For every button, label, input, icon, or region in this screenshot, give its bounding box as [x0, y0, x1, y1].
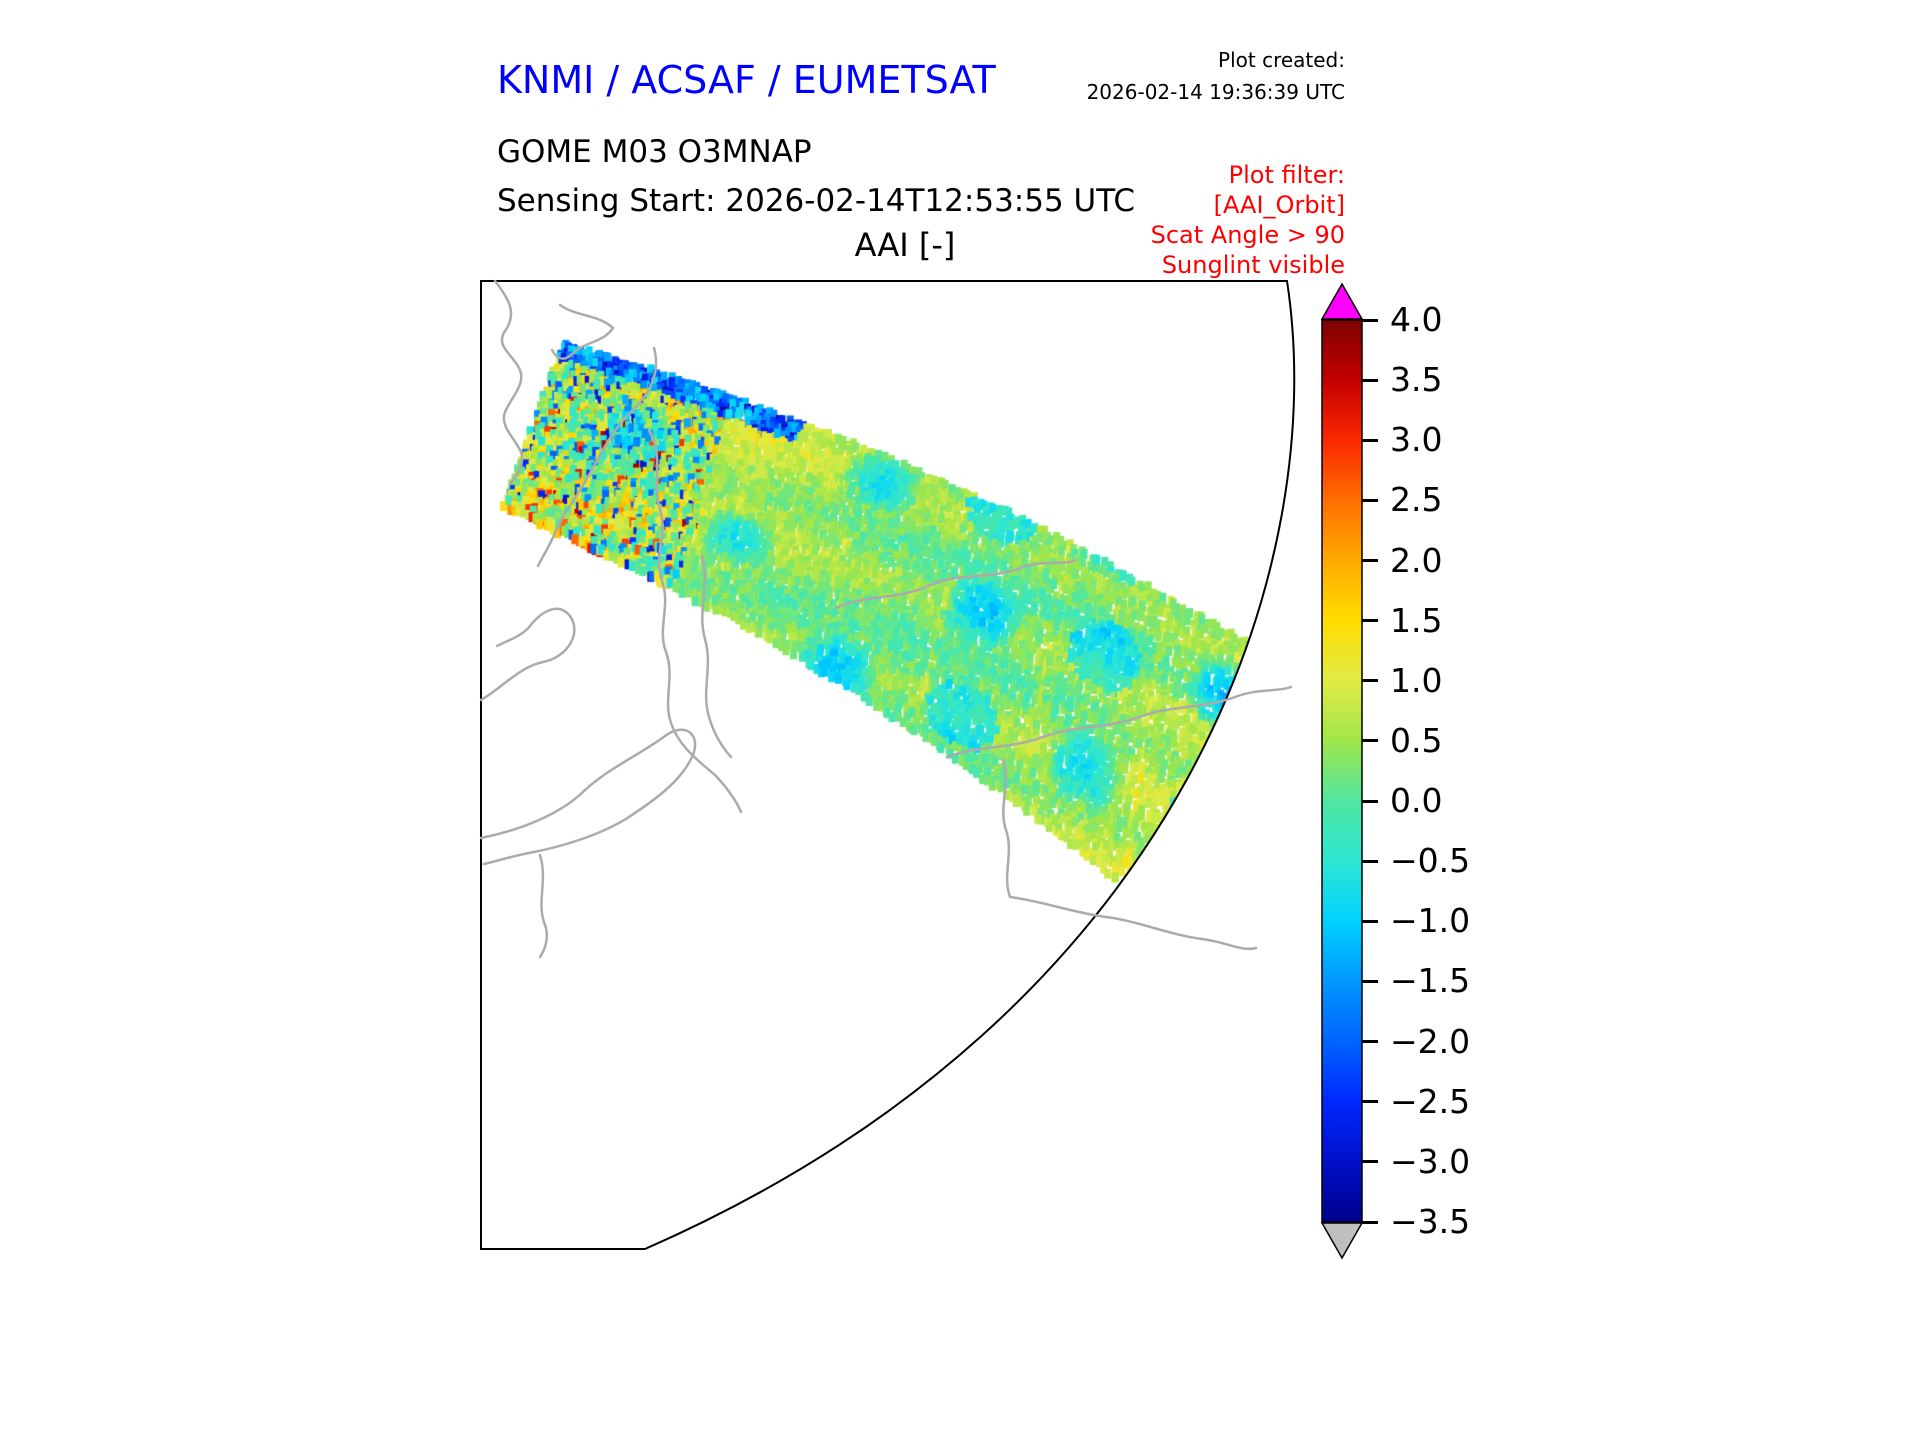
colorbar-tick	[1362, 1160, 1378, 1164]
colorbar-tick-label: −2.0	[1390, 1021, 1471, 1061]
org-title: KNMI / ACSAF / EUMETSAT	[497, 58, 996, 102]
colorbar-tick-label: 2.5	[1390, 480, 1443, 520]
colorbar-tick	[1362, 318, 1378, 322]
colorbar-tick	[1362, 559, 1378, 563]
plot-title: AAI [-]	[854, 226, 956, 264]
colorbar-tick-label: 0.5	[1390, 720, 1443, 760]
colorbar-tick	[1362, 859, 1378, 863]
aai-swath-heatmap	[480, 280, 1290, 1250]
plot-filter-label: Plot filter:	[1228, 161, 1345, 189]
colorbar-tick	[1362, 1220, 1378, 1224]
plot-filter-line: Sunglint visible	[1161, 251, 1345, 279]
colorbar-tick-label: −1.0	[1390, 901, 1471, 941]
plot-filter-line: Scat Angle > 90	[1150, 221, 1345, 249]
colorbar-tick-label: 0.0	[1390, 781, 1443, 821]
colorbar-tick-label: −1.5	[1390, 961, 1471, 1001]
colorbar-tick	[1362, 498, 1378, 502]
colorbar-tick	[1362, 1040, 1378, 1044]
colorbar-tick	[1362, 799, 1378, 803]
colorbar-tick	[1362, 979, 1378, 983]
colorbar-tick	[1362, 378, 1378, 382]
colorbar-tick	[1362, 438, 1378, 442]
colorbar-tick-label: 4.0	[1390, 300, 1443, 339]
colorbar-tick	[1362, 619, 1378, 623]
plot-filter-block: Plot filter: [AAI_Orbit] Scat Angle > 90…	[1151, 160, 1345, 280]
sensing-start: Sensing Start: 2026-02-14T12:53:55 UTC	[497, 183, 1135, 219]
plot-created-block: Plot created: 2026-02-14 19:36:39 UTC	[1087, 44, 1345, 108]
colorbar-gradient	[1322, 320, 1362, 1222]
colorbar-over-arrow	[1320, 282, 1364, 320]
colorbar-tick-label: 3.0	[1390, 420, 1443, 460]
colorbar-tick	[1362, 919, 1378, 923]
colorbar-under-arrow	[1320, 1222, 1364, 1260]
colorbar-tick-label: 1.5	[1390, 600, 1443, 640]
colorbar-tick-label: 3.5	[1390, 360, 1443, 400]
colorbar-tick-label: 1.0	[1390, 660, 1443, 700]
plot-created-label: Plot created:	[1218, 48, 1345, 72]
colorbar-tick-label: −2.5	[1390, 1081, 1471, 1121]
colorbar-tick-label: 2.0	[1390, 540, 1443, 580]
colorbar-tick-label: −0.5	[1390, 841, 1471, 881]
plot-filter-line: [AAI_Orbit]	[1213, 191, 1345, 219]
colorbar-tick	[1362, 1100, 1378, 1104]
colorbar-tick-label: −3.5	[1390, 1202, 1471, 1241]
plot-created-value: 2026-02-14 19:36:39 UTC	[1086, 80, 1345, 104]
colorbar-tick	[1362, 739, 1378, 743]
colorbar-tick-label: −3.0	[1390, 1141, 1471, 1181]
colorbar-tick	[1362, 679, 1378, 683]
product-title: GOME M03 O3MNAP	[497, 134, 812, 170]
